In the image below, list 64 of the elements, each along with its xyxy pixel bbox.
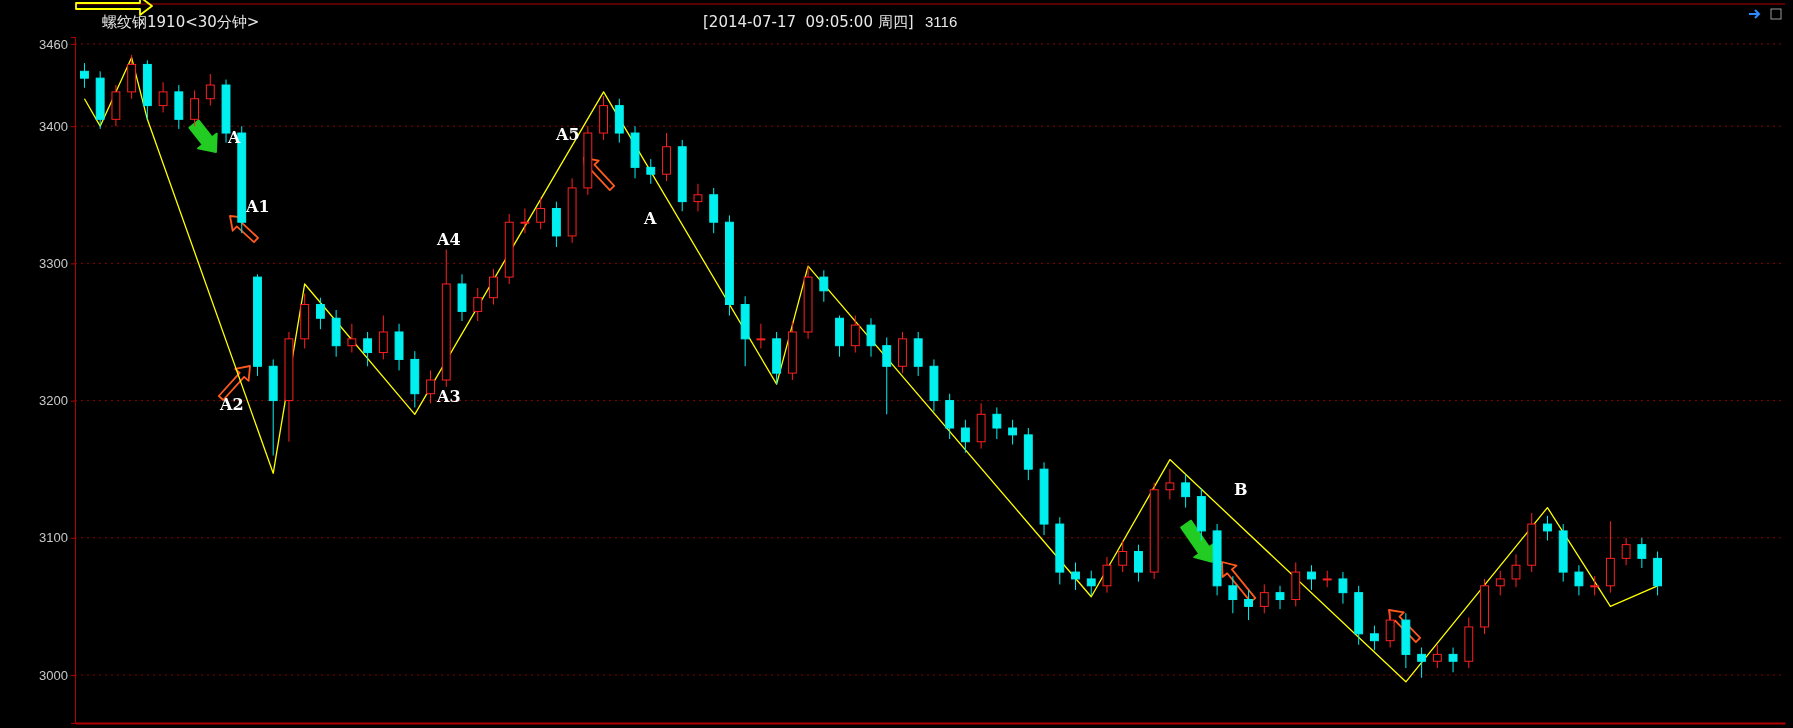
chart-subtitle: [2014-07-17 09:05:00 周四] [703,13,914,31]
candlestick [347,323,357,354]
candlestick [473,287,483,322]
text: 3116 [925,13,958,30]
y-tick-label: 3100 [39,530,68,546]
candlestick [756,323,766,349]
candlestick [315,297,325,330]
y-tick-label: 3400 [39,118,68,134]
y-tick-label: 3460 [39,36,68,52]
candlestick [819,269,829,303]
candlestick [1369,625,1379,651]
chart-title: 螺纹钢1910<30分钟> [102,13,260,31]
candlestick [1574,564,1584,596]
candlestick [1621,537,1631,566]
candlestick [1338,571,1348,605]
candlestick [1275,585,1285,610]
candlestick [1543,515,1552,542]
candlestick [882,336,892,415]
candlestick [850,315,860,354]
candlestick [1244,589,1253,621]
candlestick [1417,647,1427,679]
annotation: A [643,209,657,228]
candlestick [1307,564,1316,591]
annotation: B [1234,480,1248,499]
candlestick [1637,537,1647,569]
candlestick [1590,575,1600,596]
y-tick-label: 3000 [39,667,68,683]
candlestick [1134,544,1143,583]
candlestick [80,62,89,89]
annotation: A4 [436,230,461,249]
candlestick [1086,570,1096,596]
candlestick [1165,468,1175,500]
candlestick [1259,583,1269,614]
candlestick [1448,647,1458,673]
annotation: A3 [436,387,461,406]
candlestick [866,317,876,358]
annotation: A5 [555,125,580,144]
candlestick [1008,419,1018,445]
candlestick [489,268,498,306]
candlestick [1432,644,1442,669]
y-tick-label: 3200 [39,393,68,409]
candlestick [1495,570,1505,596]
candlestick [1118,540,1128,573]
candlestick [536,197,546,230]
candlestick [960,419,970,454]
candlestick [1385,611,1395,649]
candlestick [205,73,215,107]
candlestick [646,158,656,185]
candlestick [992,406,1002,440]
candlestick [1228,575,1238,614]
candlestick [378,315,388,360]
annotation: A2 [219,395,244,414]
candlestick [1181,474,1191,509]
y-tick-label: 3300 [39,256,68,272]
candlestick [1071,561,1080,591]
candlestick [158,81,168,113]
candlestick [693,183,703,212]
candlestick [1102,556,1112,594]
candlestick [190,90,199,127]
candlestick [520,208,530,234]
candlestick [426,369,435,404]
candlestick [1511,553,1521,588]
candlestick [363,331,373,367]
annotation: A1 [245,197,270,216]
